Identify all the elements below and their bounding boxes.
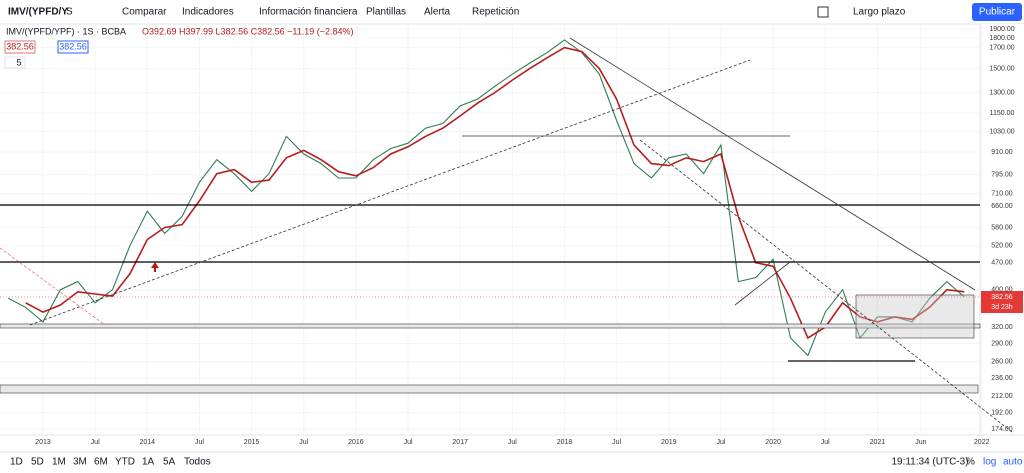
countdown: 3d 23h [991,304,1013,311]
y-tick-label: 580.00 [991,224,1013,231]
toolbar-button[interactable]: Información financiera [259,7,358,18]
y-tick-label: 795.00 [991,172,1013,179]
range-button[interactable]: YTD [115,457,135,468]
x-tick-label: Jul [716,439,725,446]
price-box [57,40,89,54]
y-tick-label: 260.00 [991,359,1013,366]
y-tick-label: 470.00 [991,260,1013,267]
trend-line [734,261,791,306]
y-tick-label: 1900.00 [989,26,1014,33]
legend-title: IMV/(YPFD/YPF) · 1S · BCBA [6,26,126,36]
publish-button[interactable] [972,3,1022,21]
price-box [4,40,36,54]
x-tick-label: 2020 [765,439,781,446]
x-tick-label: Jul [195,439,204,446]
range-box [855,294,975,339]
range-button[interactable]: 1D [10,457,23,468]
x-tick-label: 2019 [661,439,677,446]
range-button[interactable]: 1A [142,457,155,468]
y-tick-label: 236.00 [991,375,1013,382]
y-tick-label: 212.00 [991,393,1013,400]
y-tick-label: 1030.00 [989,128,1014,135]
x-tick-label: 2014 [140,439,156,446]
x-tick-label: Jul [612,439,621,446]
y-tick-label: 1300.00 [989,89,1014,96]
range-button[interactable]: 1M [52,457,66,468]
x-tick-label: Jul [91,439,100,446]
ma-length: 5 [16,57,21,67]
range-button[interactable]: 5D [31,457,44,468]
range-button[interactable]: 3M [73,457,87,468]
range-button[interactable]: Todos [184,457,211,468]
toolbar-button[interactable]: Alerta [424,7,451,18]
layout-name[interactable]: Largo plazo [853,7,906,18]
trend-line [0,247,106,326]
y-tick-label: 192.00 [991,409,1013,416]
trend-line [29,59,751,326]
x-tick-label: Jul [404,439,413,446]
range-button[interactable]: 6M [94,457,108,468]
trend-line [639,139,1013,433]
toolbar-button[interactable]: Plantillas [366,7,406,18]
x-tick-label: 2018 [557,439,573,446]
y-tick-label: 1700.00 [989,44,1014,51]
series-line [7,39,965,357]
series-line [25,46,965,340]
scale-option[interactable]: log [983,457,996,468]
toolbar-button[interactable]: Repetición [472,7,519,18]
last-price-tag [981,291,1023,313]
x-tick-label: 2022 [974,439,990,446]
price-axis [980,24,1024,435]
arrow-marker [151,262,159,272]
scale-option[interactable]: auto [1003,457,1023,468]
y-tick-label: 290.00 [991,340,1013,347]
y-tick-label: 1800.00 [989,35,1014,42]
price-box-label: 382.56 [6,41,34,51]
toolbar-button[interactable]: Comparar [122,7,167,18]
y-tick-label: 1500.00 [989,65,1014,72]
x-tick-label: Jul [299,439,308,446]
ma-box [4,56,26,69]
last-price: 382.56 [991,294,1013,301]
range-band [0,323,981,329]
range-button[interactable]: 5A [163,457,176,468]
y-tick-label: 520.00 [991,243,1013,250]
publish-label[interactable]: Publicar [979,7,1016,18]
y-tick-label: 660.00 [991,203,1013,210]
y-tick-label: 320.00 [991,324,1013,331]
select-icon[interactable] [817,6,829,18]
trend-line [569,37,976,291]
price-box-label: 382.56 [59,41,87,51]
x-tick-label: Jun [915,439,926,446]
clock: 19:11:34 (UTC-3) [891,457,968,468]
range-band [0,384,979,394]
toolbar-button[interactable]: Indicadores [182,7,234,18]
y-tick-label: 400.00 [991,287,1013,294]
x-tick-label: Jul [508,439,517,446]
scale-option[interactable]: % [966,457,975,468]
x-tick-label: 2013 [35,439,51,446]
interval[interactable]: S [66,7,73,18]
symbol[interactable]: IMV/(YPFD/Y [8,7,68,18]
x-tick-label: 2016 [348,439,364,446]
x-tick-label: 2021 [870,439,886,446]
x-tick-label: 2017 [452,439,468,446]
x-tick-label: Jul [821,439,830,446]
y-tick-label: 710.00 [991,191,1013,198]
y-tick-label: 910.00 [991,149,1013,156]
toolbar [0,0,1024,24]
y-tick-label: 1150.00 [990,110,1015,117]
legend-ohlc: O392.69 H397.99 L382.56 C382.56 −11.19 (… [142,26,354,36]
x-tick-label: 2015 [244,439,260,446]
y-tick-label: 174.00 [991,426,1013,433]
